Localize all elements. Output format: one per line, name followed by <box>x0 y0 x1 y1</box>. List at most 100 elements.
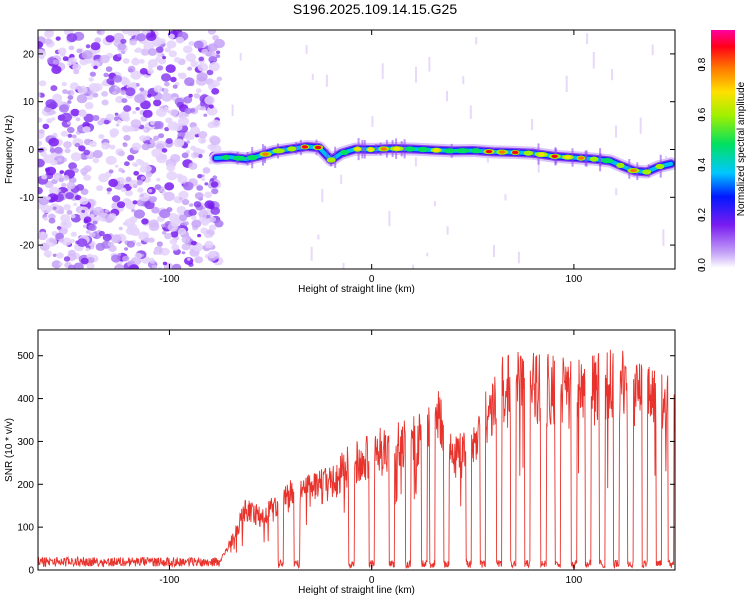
noise-blob <box>136 181 142 186</box>
noise-blob <box>141 143 150 151</box>
noise-blob <box>172 263 182 269</box>
ridge-blob <box>326 157 336 163</box>
noise-streak <box>615 125 617 138</box>
noise-blob <box>89 71 96 77</box>
noise-blob <box>123 78 131 85</box>
noise-blob <box>61 182 67 188</box>
noise-streak <box>639 117 642 134</box>
spectrogram-ytick-label: -20 <box>20 241 35 252</box>
noise-streak <box>340 174 343 184</box>
noise-blob <box>88 83 99 92</box>
colorbar-tick-label: 0.2 <box>697 208 708 222</box>
noise-streak <box>469 105 472 119</box>
noise-blob <box>183 181 194 191</box>
noise-blob <box>78 145 86 152</box>
ridge-blob <box>246 155 258 161</box>
noise-blob <box>51 65 62 74</box>
noise-blob <box>101 99 109 106</box>
noise-blob <box>191 215 197 220</box>
noise-blob <box>121 98 128 104</box>
noise-blob <box>130 82 137 87</box>
noise-blob <box>114 112 119 116</box>
snr-series <box>38 349 675 570</box>
noise-blob <box>158 38 166 45</box>
colorbar: 0.0 0.2 0.4 0.6 0.8 Normalized spectral ampli… <box>697 30 747 272</box>
noise-blob <box>168 50 177 58</box>
noise-blob <box>204 191 213 199</box>
noise-blob <box>40 231 45 236</box>
noise-blob <box>107 241 114 247</box>
noise-blob <box>166 171 178 181</box>
noise-blob <box>52 59 60 65</box>
noise-blob <box>129 227 140 236</box>
noise-blob <box>115 123 120 127</box>
colorbar-tick-label: 0.4 <box>697 157 708 171</box>
noise-blob <box>207 30 216 35</box>
noise-blob <box>181 236 191 244</box>
noise-blob <box>94 37 102 44</box>
noise-blob <box>109 144 116 150</box>
snr-frame <box>37 329 676 571</box>
noise-blob <box>81 209 86 213</box>
noise-blob <box>55 36 61 41</box>
noise-blob <box>153 85 163 93</box>
noise-blob <box>143 237 151 243</box>
noise-blob <box>131 58 141 66</box>
noise-blob <box>155 108 167 117</box>
noise-blob <box>153 135 160 141</box>
noise-blob <box>121 50 126 55</box>
noise-blob <box>103 72 109 78</box>
noise-blob <box>68 176 77 184</box>
noise-blob <box>204 182 209 186</box>
noise-blob <box>66 33 78 43</box>
noise-blob <box>105 35 115 43</box>
noise-blob <box>139 68 148 75</box>
noise-blob <box>50 159 58 166</box>
noise-blob <box>79 197 89 205</box>
noise-blob <box>38 140 43 147</box>
noise-blob <box>203 113 208 117</box>
noise-blob <box>138 192 150 202</box>
noise-blob <box>122 255 130 262</box>
ridge-spike <box>326 149 329 163</box>
noise-blob <box>154 184 162 190</box>
noise-blob <box>117 43 127 51</box>
noise-blob <box>183 96 193 104</box>
noise-blob <box>190 240 197 246</box>
noise-blob <box>38 93 41 98</box>
noise-blob <box>125 189 133 197</box>
noise-blob <box>122 143 128 148</box>
noise-blob <box>169 238 178 245</box>
noise-blob <box>194 256 204 264</box>
noise-blob <box>90 42 101 51</box>
ridge-blob <box>523 150 534 156</box>
noise-blob <box>128 264 139 269</box>
ridge-peak <box>393 147 401 151</box>
noise-blob <box>121 125 131 133</box>
noise-blob <box>122 58 130 64</box>
noise-blob <box>92 150 103 159</box>
noise-blob <box>90 246 95 250</box>
noise-blob <box>197 233 202 238</box>
noise-blob <box>163 191 175 202</box>
spectrogram-ylabel: Frequency (Hz) <box>4 115 15 184</box>
noise-blob <box>77 238 88 247</box>
noise-blob <box>137 160 145 166</box>
noise-blob <box>117 252 122 256</box>
noise-blob <box>38 147 45 153</box>
noise-blob <box>185 53 197 62</box>
colorbar-tick-label: 0.8 <box>697 57 708 71</box>
colorbar-gradient <box>711 30 735 268</box>
noise-blob <box>168 33 175 39</box>
spectrogram-ytick-label: 0 <box>28 145 34 156</box>
noise-blob <box>170 231 179 238</box>
noise-blob <box>63 204 71 211</box>
noise-blob <box>120 114 129 121</box>
noise-blob <box>70 108 80 117</box>
noise-blob <box>127 65 136 73</box>
noise-blob <box>130 119 142 128</box>
noise-blob <box>86 262 95 269</box>
noise-blob <box>161 148 168 153</box>
noise-blob <box>145 32 157 41</box>
noise-streak <box>493 244 495 258</box>
